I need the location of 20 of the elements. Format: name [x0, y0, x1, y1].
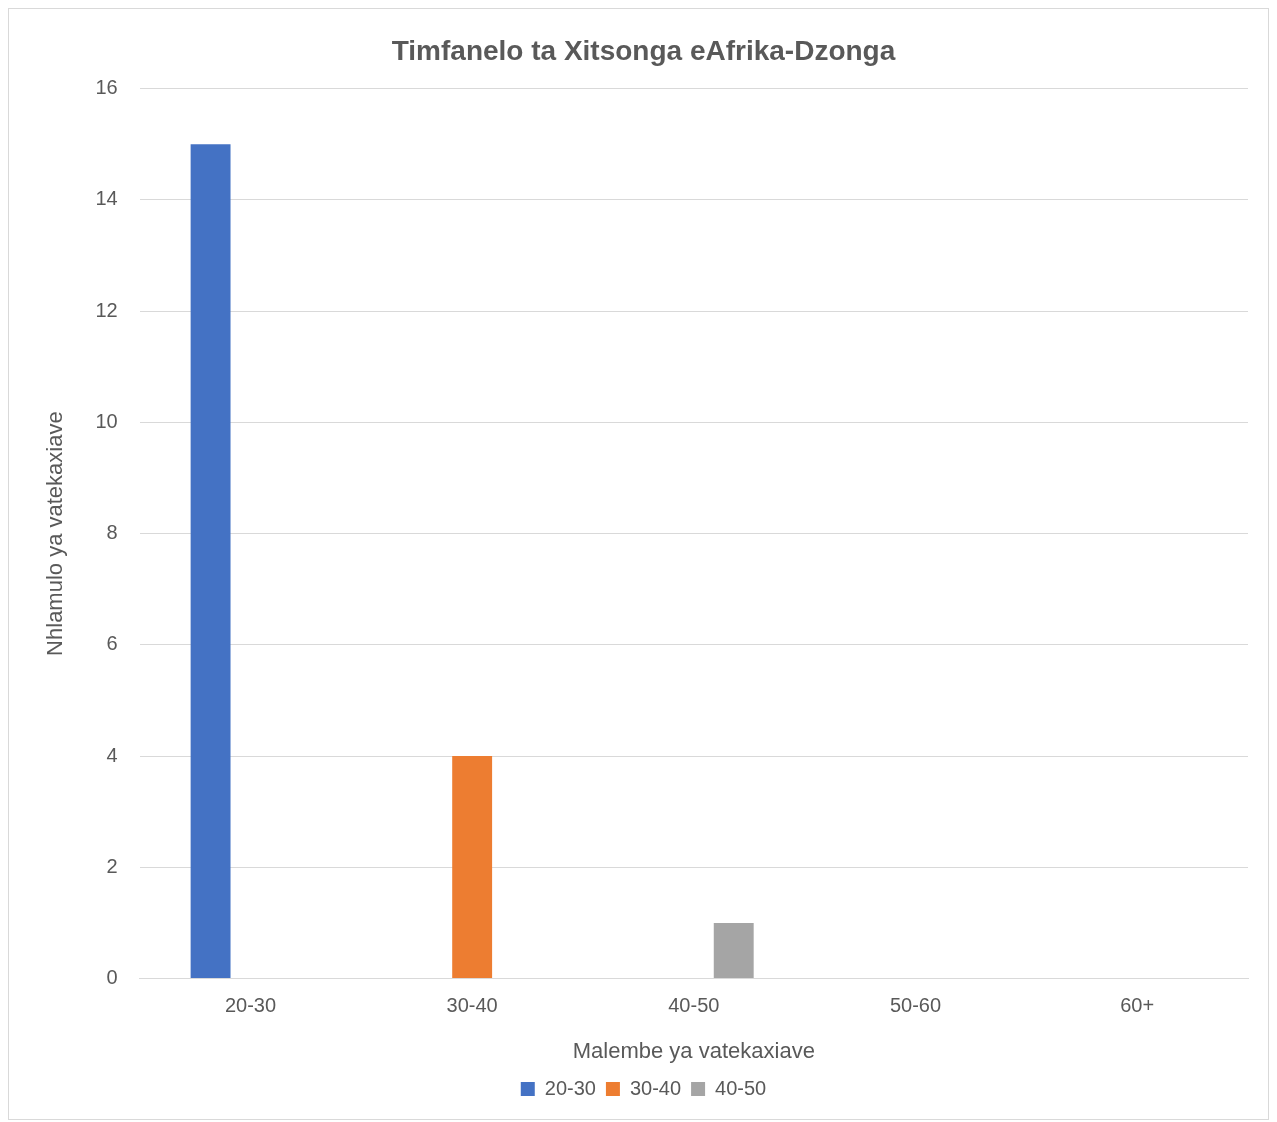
legend-label: 20-30	[544, 1076, 596, 1099]
legend-label: 40-50	[715, 1076, 767, 1099]
x-tick-label: 40-50	[668, 994, 720, 1017]
y-tick-label: 8	[106, 521, 118, 544]
x-tick-label: 60+	[1120, 994, 1155, 1017]
x-tick-label: 30-40	[446, 994, 498, 1017]
x-tick-label: 20-30	[224, 994, 277, 1017]
y-tick-label: 0	[106, 966, 118, 989]
y-tick-label: 12	[95, 298, 118, 321]
chart-title: Timfanelo ta Xitsonga eAfrika-Dzonga	[391, 34, 896, 66]
legend-label: 30-40	[629, 1076, 682, 1099]
y-tick-label: 16	[95, 76, 118, 99]
x-axis-title: Malembe ya vatekaxiave	[572, 1037, 815, 1063]
y-tick-label: 4	[106, 743, 118, 766]
y-tick-label: 10	[95, 409, 118, 432]
y-tick-label: 6	[106, 632, 118, 655]
y-tick-label: 14	[95, 187, 118, 210]
y-tick-label: 2	[106, 854, 118, 877]
y-axis-title: Nhlamulo ya vatekaxiave	[42, 411, 68, 656]
x-tick-label: 50-60	[889, 994, 942, 1017]
